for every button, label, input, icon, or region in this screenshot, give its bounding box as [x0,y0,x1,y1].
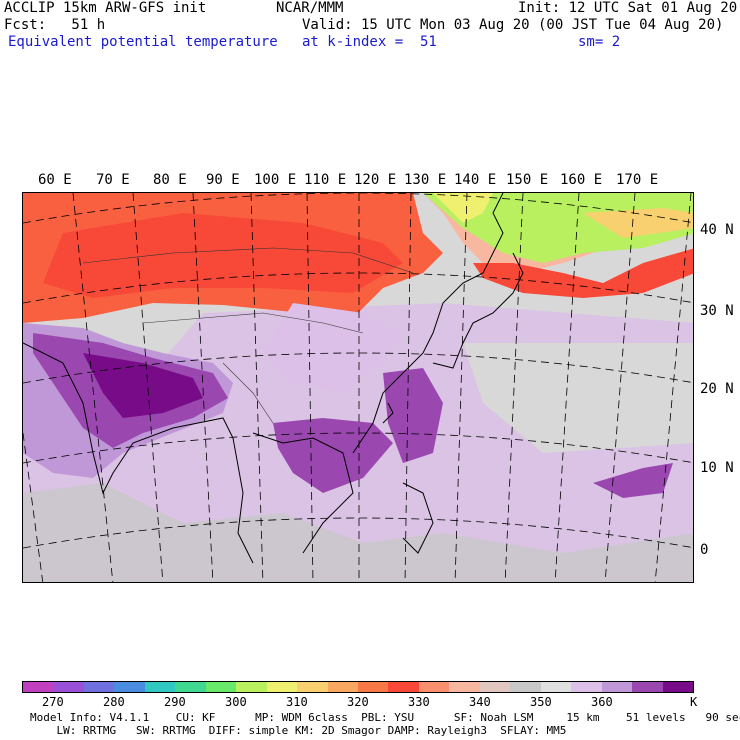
lon-label: 160 E [560,172,603,188]
colorbar-swatch [114,682,145,692]
lavender-china [263,303,403,393]
colorbar-tick: 350 [530,695,552,709]
colorbar-swatch [175,682,206,692]
lon-label: 170 E [616,172,659,188]
theta-e-map [23,193,693,582]
init-time: Init: 12 UTC Sat 01 Aug 20 [518,0,738,16]
yellow-patch [433,193,493,223]
red-band-east [473,248,693,298]
lon-label: 80 E [153,172,187,188]
colorbar-swatch [297,682,328,692]
org-label: NCAR/MMM [276,0,344,16]
lon-label: 100 E [254,172,297,188]
colorbar-swatch [662,682,693,692]
colorbar-swatch [357,682,389,692]
grey-field [463,343,693,453]
graticule [23,193,693,582]
lon-label: 140 E [454,172,497,188]
colorbar-swatch [388,682,419,692]
lon-label: 70 E [96,172,130,188]
lon-label: 90 E [206,172,240,188]
colorbar-swatch [205,682,237,692]
valid-time: Valid: 15 UTC Mon 03 Aug 20 (00 JST Tue … [302,17,724,33]
colorbar-swatch [571,682,602,692]
colorbar-tick: 270 [42,695,64,709]
colorbar-swatch [632,682,663,692]
grey-field-south [23,483,693,582]
lat-label: 20 N [700,381,734,397]
model-title: ACCLIP 15km ARW-GFS init [4,0,207,16]
violet-scs [383,368,443,463]
coastlines [23,193,524,564]
colorbar-tick: 310 [286,695,308,709]
model-info-line1: Model Info: V4.1.1 CU: KF MP: WDM 6class… [30,711,740,724]
lat-label: 40 N [700,222,734,238]
model-info-line2: LW: RRTMG SW: RRTMG DIFF: simple KM: 2D … [30,724,567,737]
colorbar-tick: 330 [408,695,430,709]
lat-label: 10 N [700,460,734,476]
level-label: at k-index = 51 [302,34,437,50]
violet-pacific [593,463,673,498]
colorbar-swatch [540,682,572,692]
colorbar-tick: 360 [591,695,613,709]
forecast-hour: Fcst: 51 h [4,17,106,33]
field-name: Equivalent potential temperature [8,34,278,50]
lon-label: 130 E [404,172,447,188]
lat-label: 0 [700,542,709,558]
yellow-patch-east [583,208,693,238]
lon-label: 110 E [304,172,347,188]
colorbar-tick: 340 [469,695,491,709]
colorbar-tick: 280 [103,695,125,709]
colorbar-swatch [327,682,358,692]
map-panel[interactable] [22,192,694,583]
colorbar-swatch [418,682,450,692]
colorbar-swatch [601,682,633,692]
colorbar-swatch [510,682,541,692]
borders [82,247,414,424]
colorbar-swatch [23,682,54,692]
lon-label: 120 E [354,172,397,188]
smoothing-label: sm= 2 [578,34,621,50]
colorbar-swatch [449,682,480,692]
colorbar-unit: K [690,695,698,709]
lon-label: 60 E [38,172,72,188]
colorbar-tick: 290 [164,695,186,709]
colorbar-swatch [53,682,84,692]
colorbar-tick: 300 [225,695,247,709]
colorbar-swatch [479,682,511,692]
colorbar-swatch [266,682,298,692]
lon-label: 150 E [506,172,549,188]
lat-label: 30 N [700,303,734,319]
colorbar [22,681,694,693]
colorbar-tick: 320 [347,695,369,709]
colorbar-swatch [144,682,176,692]
colorbar-swatch [236,682,267,692]
violet-indochina [273,418,393,493]
colorbar-swatch [83,682,115,692]
red-core [43,213,403,298]
